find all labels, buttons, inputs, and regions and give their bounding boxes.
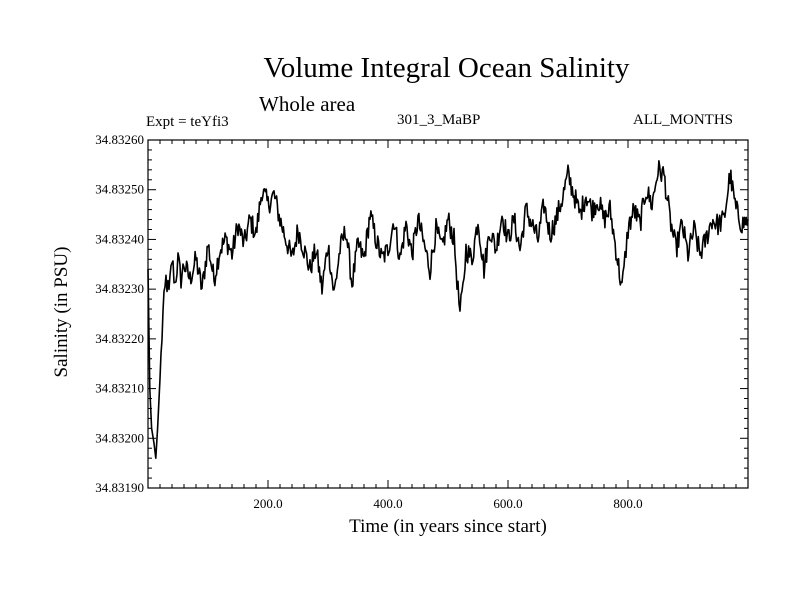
salinity-series-line bbox=[147, 160, 749, 459]
y-tick-label: 34.83240 bbox=[95, 231, 144, 246]
x-tick-label: 200.0 bbox=[253, 496, 282, 511]
x-tick-label: 600.0 bbox=[493, 496, 522, 511]
y-tick-label: 34.83260 bbox=[95, 132, 144, 147]
y-tick-label: 34.83210 bbox=[95, 381, 144, 396]
y-tick-labels: 34.83190 34.83200 34.83210 34.83220 34.83230… bbox=[95, 132, 144, 495]
chart-title: Volume Integral Ocean Salinity bbox=[263, 52, 630, 84]
plot-frame bbox=[147, 139, 749, 489]
x-axis-label: Time (in years since start) bbox=[349, 516, 547, 537]
experiment-label: Expt = teYfi3 bbox=[146, 114, 229, 130]
y-tick-label: 34.83220 bbox=[95, 331, 144, 346]
axis-ticks bbox=[148, 139, 748, 489]
y-tick-label: 34.83230 bbox=[95, 281, 144, 296]
x-tick-label: 400.0 bbox=[373, 496, 402, 511]
y-tick-label: 34.83190 bbox=[95, 480, 144, 495]
y-tick-label: 34.83250 bbox=[95, 182, 144, 197]
months-label: ALL_MONTHS bbox=[633, 112, 733, 128]
x-tick-labels: 200.0 400.0 600.0 800.0 bbox=[253, 496, 642, 511]
chart-subtitle: Whole area bbox=[259, 92, 356, 116]
x-tick-label: 800.0 bbox=[613, 496, 642, 511]
y-tick-label: 34.83200 bbox=[95, 430, 144, 445]
run-label: 301_3_MaBP bbox=[397, 112, 481, 128]
